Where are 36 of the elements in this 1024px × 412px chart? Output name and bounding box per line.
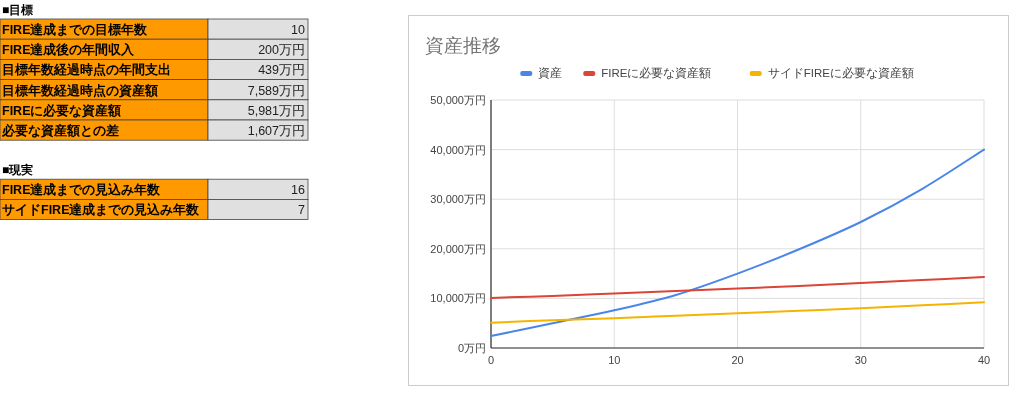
x-tick-label: 0 <box>487 354 495 366</box>
y-tick-label: 10,000万円 <box>430 292 486 305</box>
text: 10 <box>291 23 305 37</box>
chart-title: 資産推移 <box>425 35 501 56</box>
x-tick-label: 10 <box>608 354 621 366</box>
y-tick-label: 0万円 <box>457 342 486 354</box>
y-tick-label: 40,000万円 <box>430 143 486 156</box>
y-tick-label: 20,000万円 <box>430 242 486 255</box>
category-label: FIRE達成までの目標年数 <box>2 23 149 37</box>
text: 1,607万円 <box>247 124 305 138</box>
y-tick-label: 50,000万円 <box>430 94 486 106</box>
category-label: 目標年数経過時点の年間支出 <box>2 62 171 78</box>
text: 439万円 <box>258 63 305 78</box>
text: 7,589万円 <box>247 83 305 98</box>
category-label: FIREに必要な資産額 <box>2 102 122 118</box>
text: ■現実 <box>2 163 34 178</box>
y-tick-label: 30,000万円 <box>430 193 486 206</box>
text: 7 <box>298 203 305 218</box>
legend-label: サイドFIREに必要な資産額 <box>767 66 914 80</box>
text: 16 <box>291 183 305 198</box>
line-series <box>490 276 985 299</box>
text: ■目標 <box>2 3 34 17</box>
category-label: サイドFIRE達成までの見込み年数 <box>2 202 201 218</box>
legend-label: FIREに必要な資産額 <box>601 66 712 80</box>
x-tick-label: 40 <box>977 354 991 366</box>
category-label: FIRE達成後の年間収入 <box>2 42 136 58</box>
legend-label: 資産 <box>538 66 563 80</box>
text: 5,981万円 <box>247 103 305 118</box>
category-label: FIRE達成までの見込み年数 <box>2 182 162 198</box>
category-label: 必要な資産額との差 <box>1 123 119 138</box>
text: 200万円 <box>258 43 305 58</box>
category-label: 目標年数経過時点の資産額 <box>2 82 158 98</box>
line-series <box>490 148 985 338</box>
x-tick-label: 20 <box>731 354 744 366</box>
x-tick-label: 30 <box>854 354 867 366</box>
line-series <box>490 301 985 324</box>
